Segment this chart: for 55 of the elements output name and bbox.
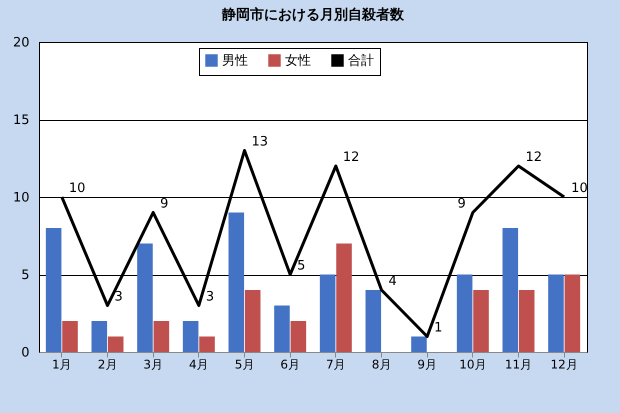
y-tick-label: 5 bbox=[21, 268, 30, 283]
y-tick-label: 20 bbox=[12, 36, 30, 50]
bar bbox=[154, 321, 170, 352]
data-label: 12 bbox=[342, 150, 360, 165]
bar bbox=[320, 274, 336, 352]
bar bbox=[244, 290, 260, 352]
bar bbox=[502, 228, 518, 352]
bar bbox=[274, 306, 290, 352]
bar bbox=[182, 321, 198, 352]
x-tick-label: 6月 bbox=[280, 358, 300, 372]
bar bbox=[228, 212, 244, 352]
bar bbox=[473, 290, 489, 352]
bar bbox=[336, 244, 352, 352]
data-label: 10 bbox=[571, 181, 588, 196]
x-tick-label: 8月 bbox=[372, 358, 392, 372]
bar bbox=[290, 321, 306, 352]
legend-label: 男性 bbox=[222, 54, 248, 69]
data-label: 3 bbox=[206, 290, 214, 304]
bar bbox=[411, 336, 427, 352]
data-label: 1 bbox=[434, 320, 442, 336]
bar bbox=[456, 274, 472, 352]
x-tick-label: 9月 bbox=[417, 358, 437, 372]
bar bbox=[564, 274, 580, 352]
y-tick-label: 0 bbox=[21, 346, 30, 360]
bar bbox=[199, 336, 215, 352]
bar bbox=[62, 321, 78, 352]
x-tick-label: 10月 bbox=[459, 358, 486, 372]
data-label: 4 bbox=[388, 274, 397, 289]
bar bbox=[518, 290, 534, 352]
data-label: 13 bbox=[252, 134, 268, 150]
y-tick-label: 15 bbox=[12, 113, 30, 128]
bar bbox=[366, 290, 382, 352]
x-tick-label: 12月 bbox=[550, 358, 578, 372]
x-tick-label: 7月 bbox=[326, 358, 346, 372]
x-tick-label: 1月 bbox=[52, 358, 72, 372]
x-tick-label: 11月 bbox=[504, 358, 532, 372]
x-tick-label: 5月 bbox=[234, 358, 254, 372]
bar bbox=[92, 321, 108, 352]
y-tick-label: 10 bbox=[12, 190, 30, 206]
bar bbox=[46, 228, 62, 352]
bar bbox=[108, 336, 124, 352]
x-tick-label: 3月 bbox=[143, 358, 163, 372]
bar bbox=[548, 274, 564, 352]
data-label: 10 bbox=[68, 181, 86, 196]
data-label: 9 bbox=[458, 196, 466, 212]
data-label: 9 bbox=[160, 196, 168, 212]
chart-title: 静岡市における月別自殺者数 bbox=[221, 6, 405, 23]
data-label: 12 bbox=[526, 150, 542, 165]
legend-label: 合計 bbox=[348, 54, 374, 69]
x-tick-label: 2月 bbox=[98, 358, 118, 372]
x-tick-label: 4月 bbox=[189, 358, 209, 372]
data-label: 5 bbox=[297, 258, 306, 274]
bar bbox=[137, 244, 153, 352]
legend-label: 女性 bbox=[285, 54, 311, 69]
data-label: 3 bbox=[114, 290, 123, 304]
